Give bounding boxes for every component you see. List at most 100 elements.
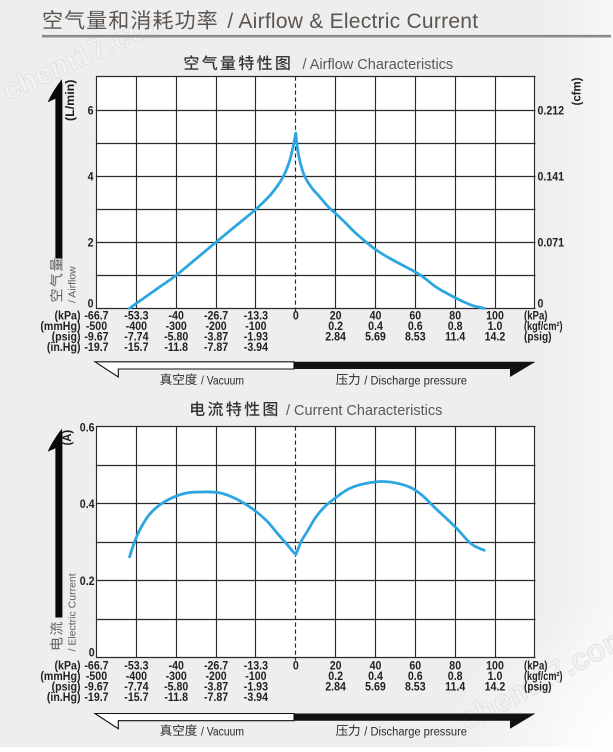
svg-text:0.4: 0.4 [80,498,95,511]
svg-text:14.2: 14.2 [485,331,506,344]
svg-text:8.53: 8.53 [405,331,426,344]
svg-text:-11.8: -11.8 [164,691,188,704]
svg-text:-5.80: -5.80 [164,331,188,344]
svg-text:/ Electric Current: / Electric Current [67,573,79,651]
svg-text:-13.3: -13.3 [244,310,269,323]
svg-text:0.6: 0.6 [80,421,95,434]
svg-text:-500: -500 [86,320,107,333]
svg-text:0: 0 [88,298,94,311]
svg-text:2.84: 2.84 [325,331,346,344]
svg-text:-9.67: -9.67 [84,331,108,344]
svg-text:(mmHg): (mmHg) [40,670,80,683]
svg-text:(kPa): (kPa) [524,310,548,323]
svg-text:(psig): (psig) [524,331,552,344]
svg-text:-19.7: -19.7 [84,691,108,704]
svg-text:0.8: 0.8 [448,670,463,683]
svg-text:100: 100 [486,659,504,672]
svg-text:(in.Hg): (in.Hg) [47,691,81,704]
svg-text:60: 60 [409,659,421,672]
svg-text:(kPa): (kPa) [524,659,548,672]
svg-text:8.53: 8.53 [405,680,426,693]
svg-text:0.071: 0.071 [538,237,565,250]
svg-text:/ Discharge pressure: / Discharge pressure [364,375,467,387]
svg-text:2: 2 [88,237,94,250]
svg-text:14.2: 14.2 [485,680,506,693]
svg-text:-53.3: -53.3 [124,659,149,672]
svg-text:60: 60 [409,310,421,323]
svg-text:-5.80: -5.80 [164,680,188,693]
svg-text:-66.7: -66.7 [84,659,108,672]
svg-text:1.0: 1.0 [488,670,503,683]
svg-text:2.84: 2.84 [325,680,346,693]
svg-text:-400: -400 [126,320,147,333]
svg-text:-400: -400 [126,670,147,683]
svg-text:40: 40 [370,310,382,323]
svg-text:-66.7: -66.7 [84,310,108,323]
svg-text:0.4: 0.4 [368,670,383,683]
svg-text:5.69: 5.69 [365,331,386,344]
svg-text:-7.87: -7.87 [204,341,228,354]
svg-text:-200: -200 [206,320,227,333]
svg-text:-13.3: -13.3 [244,659,269,672]
svg-text:0.6: 0.6 [408,320,423,333]
svg-text:0.2: 0.2 [80,575,95,588]
svg-text:0.4: 0.4 [368,320,383,333]
svg-text:-1.93: -1.93 [244,680,269,693]
svg-text:-300: -300 [166,670,187,683]
svg-text:/ Airflow: / Airflow [67,266,79,303]
svg-text:-53.3: -53.3 [124,310,149,323]
svg-text:0.2: 0.2 [328,670,343,683]
svg-text:-7.74: -7.74 [124,680,149,693]
svg-text:-15.7: -15.7 [124,341,148,354]
svg-text:-3.94: -3.94 [244,691,269,704]
svg-text:1.0: 1.0 [488,320,503,333]
svg-text:-100: -100 [245,670,266,683]
svg-text:-7.74: -7.74 [124,331,149,344]
svg-text:/ Vacuum: / Vacuum [201,726,244,738]
svg-text:-3.87: -3.87 [204,331,228,344]
svg-text:4: 4 [88,170,94,183]
svg-text:/ Airflow Characteristics: / Airflow Characteristics [303,57,454,73]
svg-text:/ Current Characteristics: / Current Characteristics [286,403,442,419]
svg-text:-40: -40 [169,310,184,323]
svg-text:40: 40 [370,659,382,672]
svg-text:0.212: 0.212 [538,104,565,117]
svg-text:11.4: 11.4 [445,680,466,693]
svg-text:6: 6 [88,104,94,117]
svg-text:(mmHg): (mmHg) [40,320,80,333]
svg-text:(kPa): (kPa) [55,659,81,672]
svg-text:100: 100 [486,310,504,323]
svg-text:-19.7: -19.7 [84,341,108,354]
svg-text:(psig): (psig) [524,680,552,693]
svg-text:-15.7: -15.7 [124,691,148,704]
svg-text:-7.87: -7.87 [204,691,228,704]
svg-text:0: 0 [293,310,299,323]
svg-text:(kgf/cm²): (kgf/cm²) [524,670,563,683]
svg-text:0: 0 [538,298,544,311]
svg-text:-26.7: -26.7 [204,659,228,672]
svg-text:/ Discharge pressure: / Discharge pressure [364,726,467,738]
svg-text:0.6: 0.6 [408,670,423,683]
svg-text:80: 80 [449,310,461,323]
svg-text:-3.94: -3.94 [244,341,269,354]
svg-text:20: 20 [330,310,342,323]
svg-text:(L/min): (L/min) [63,80,77,121]
svg-text:(psig): (psig) [52,331,81,344]
svg-text:-100: -100 [245,320,266,333]
svg-text:(kgf/cm²): (kgf/cm²) [524,320,563,333]
svg-text:20: 20 [330,659,342,672]
svg-text:(in.Hg): (in.Hg) [47,341,81,354]
svg-text:-40: -40 [169,659,184,672]
svg-text:0: 0 [293,659,299,672]
svg-text:0.141: 0.141 [538,170,565,183]
svg-text:/ Airflow & Electric Current: / Airflow & Electric Current [227,10,478,33]
svg-text:-26.7: -26.7 [204,310,228,323]
svg-text:0.8: 0.8 [448,320,463,333]
svg-text:-3.87: -3.87 [204,680,228,693]
svg-text:(kPa): (kPa) [55,310,81,323]
svg-text:(A): (A) [60,430,74,446]
svg-text:-1.93: -1.93 [244,331,269,344]
svg-text:-11.8: -11.8 [164,341,188,354]
svg-text:80: 80 [449,659,461,672]
svg-text:-200: -200 [206,670,227,683]
